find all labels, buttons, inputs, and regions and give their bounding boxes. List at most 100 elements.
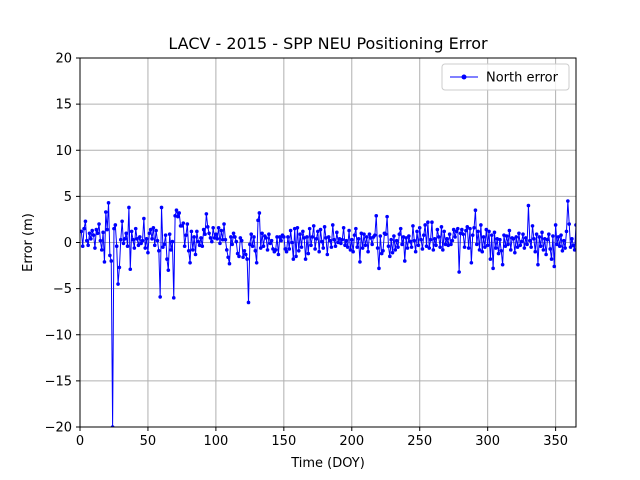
data-point xyxy=(203,232,207,236)
data-point xyxy=(381,249,385,253)
data-point xyxy=(185,222,190,226)
data-point xyxy=(277,235,282,239)
data-point xyxy=(366,249,370,254)
data-point xyxy=(140,238,145,243)
data-point xyxy=(109,259,114,263)
data-point xyxy=(105,227,109,232)
data-point xyxy=(445,237,449,241)
data-point xyxy=(118,237,123,242)
data-point xyxy=(208,236,213,240)
data-point xyxy=(84,238,89,243)
y-tick-label: 20 xyxy=(55,52,72,67)
data-point xyxy=(397,232,402,236)
data-point xyxy=(93,246,97,250)
data-point xyxy=(337,237,342,241)
data-point xyxy=(466,246,471,250)
data-point xyxy=(480,249,485,254)
data-point xyxy=(541,248,546,252)
data-point xyxy=(166,268,171,272)
data-point xyxy=(133,226,138,231)
data-point xyxy=(476,229,480,234)
data-point xyxy=(468,226,472,231)
data-point xyxy=(125,244,130,248)
data-point xyxy=(369,236,373,240)
data-point xyxy=(299,245,304,249)
data-point xyxy=(479,223,483,227)
data-point xyxy=(102,260,107,264)
data-point xyxy=(545,237,550,242)
data-point xyxy=(477,248,482,252)
data-point xyxy=(242,249,247,253)
data-point xyxy=(529,245,533,249)
data-point xyxy=(257,211,262,215)
data-point xyxy=(322,225,327,229)
data-point xyxy=(348,248,353,252)
data-point xyxy=(536,262,540,267)
data-point xyxy=(154,228,158,233)
data-point xyxy=(567,222,572,226)
data-point xyxy=(311,224,316,228)
data-point xyxy=(205,225,210,229)
data-point xyxy=(360,246,365,250)
data-point xyxy=(492,230,497,235)
data-point xyxy=(284,249,289,254)
data-point xyxy=(114,244,119,248)
data-point xyxy=(556,235,561,239)
data-point xyxy=(283,247,287,251)
x-tick-label: 50 xyxy=(140,434,157,449)
data-point xyxy=(473,208,478,213)
data-point xyxy=(239,238,244,243)
data-point xyxy=(542,237,547,241)
data-point xyxy=(301,229,305,234)
data-point xyxy=(572,248,576,252)
data-point xyxy=(469,260,474,265)
data-point xyxy=(264,236,268,240)
data-point xyxy=(416,243,421,248)
data-point xyxy=(252,235,256,239)
data-point xyxy=(101,230,105,235)
data-point xyxy=(343,243,347,248)
data-point xyxy=(218,241,222,246)
data-point xyxy=(127,205,131,210)
data-point xyxy=(321,246,326,250)
data-point xyxy=(120,219,124,224)
data-point xyxy=(199,236,203,240)
data-point xyxy=(511,237,516,241)
data-point xyxy=(267,232,271,236)
data-point xyxy=(470,233,475,237)
data-point xyxy=(522,246,527,250)
data-point xyxy=(349,237,354,242)
data-point xyxy=(555,242,559,247)
data-point xyxy=(393,248,398,252)
data-point xyxy=(237,254,241,259)
data-point xyxy=(226,255,230,260)
data-point xyxy=(442,229,446,234)
data-point xyxy=(302,236,307,240)
data-point xyxy=(561,238,566,243)
data-point xyxy=(238,236,243,240)
data-point xyxy=(316,229,320,234)
data-point xyxy=(424,244,429,248)
data-point xyxy=(409,245,414,249)
x-axis-label: Time (DOY) xyxy=(290,456,365,471)
data-point xyxy=(392,234,396,238)
data-point xyxy=(89,237,93,241)
data-point xyxy=(434,243,438,248)
data-point xyxy=(326,235,331,239)
data-point xyxy=(489,233,494,237)
data-point xyxy=(196,239,201,244)
data-point xyxy=(186,249,191,253)
data-point xyxy=(163,233,168,237)
data-point xyxy=(137,235,142,239)
data-point xyxy=(386,244,391,248)
data-point xyxy=(488,257,493,261)
data-point xyxy=(422,233,426,237)
data-point xyxy=(212,236,217,240)
data-point xyxy=(413,249,418,254)
data-point xyxy=(502,233,506,237)
data-point xyxy=(427,246,432,250)
data-point xyxy=(216,225,221,230)
data-point xyxy=(128,267,133,272)
y-tick-label: −15 xyxy=(45,374,72,389)
data-point xyxy=(519,239,524,244)
